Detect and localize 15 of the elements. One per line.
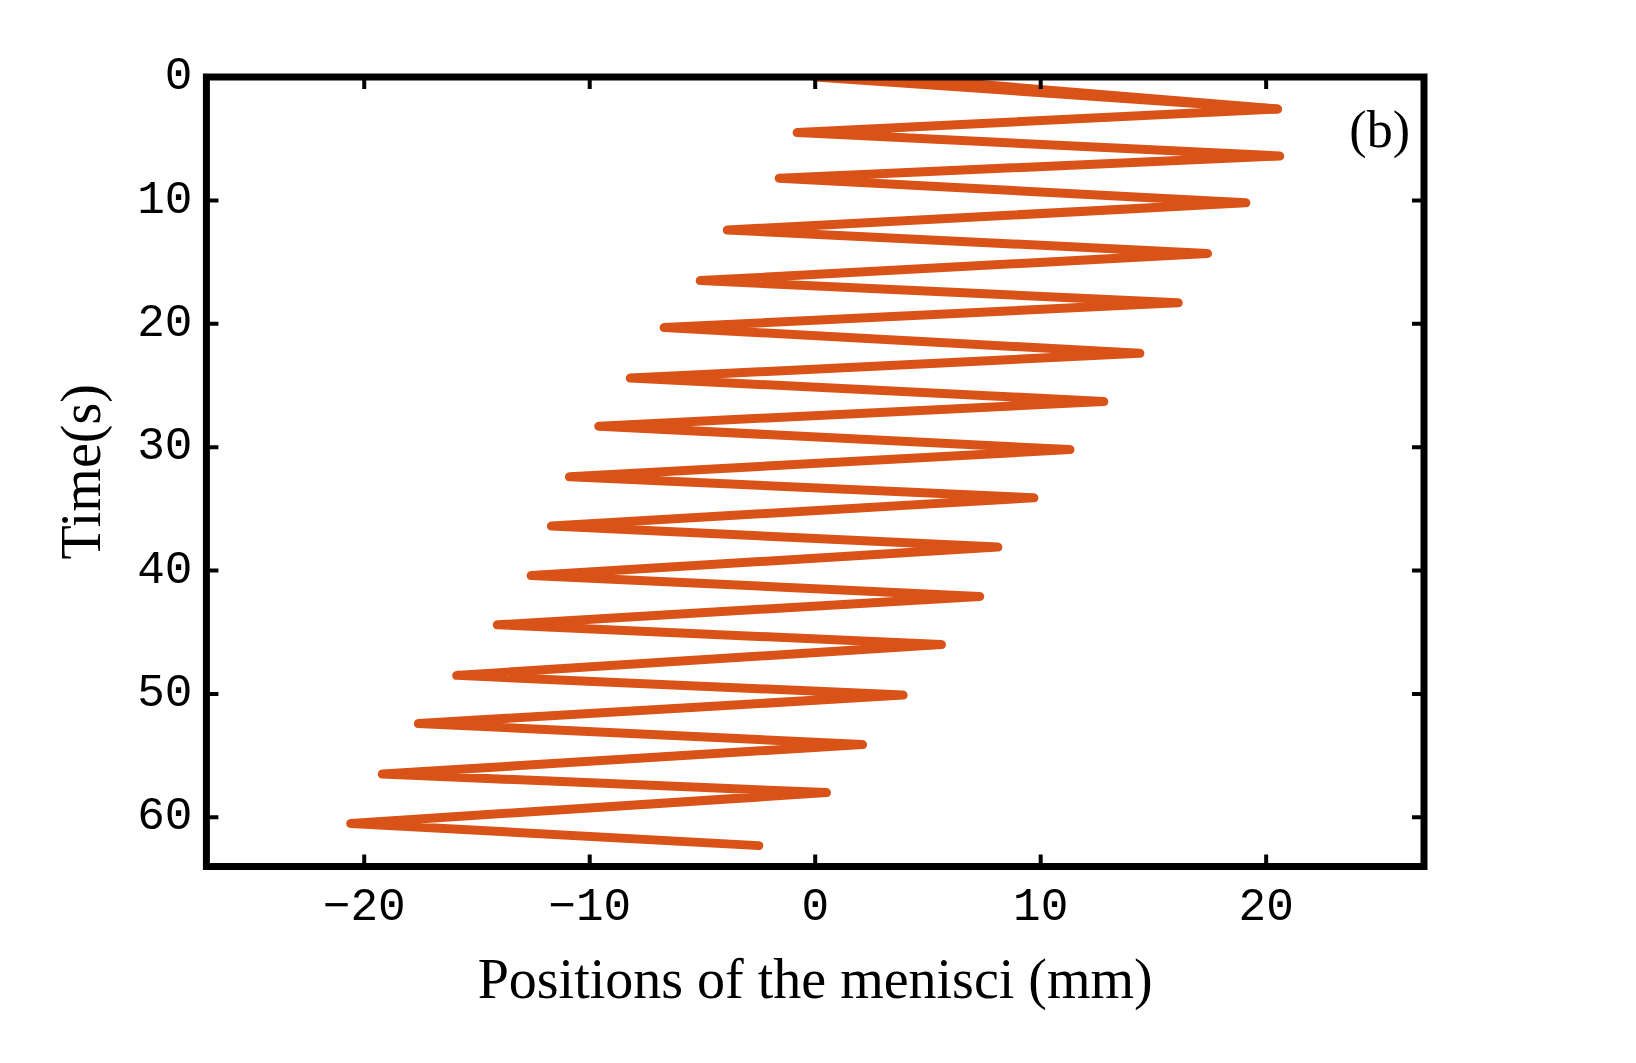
y-axis-title: Time(s)	[50, 384, 114, 560]
x-tick-label: −20	[322, 882, 406, 935]
x-tick-label: 10	[1013, 882, 1069, 935]
y-tick-label: 0	[164, 51, 193, 104]
x-tick-label: −10	[548, 882, 632, 935]
y-tick-label: 20	[137, 297, 193, 350]
x-tick-label: 20	[1238, 882, 1294, 935]
annotation: (b)	[1349, 100, 1410, 159]
x-axis-title: Positions of the menisci (mm)	[477, 948, 1153, 1012]
y-tick-label: 40	[137, 544, 193, 597]
y-tick-label: 50	[137, 668, 193, 721]
y-tick-label: 60	[137, 791, 193, 844]
x-tick-label: 0	[801, 882, 830, 935]
y-tick-label: 30	[137, 421, 193, 474]
y-tick-label: 10	[137, 174, 193, 227]
